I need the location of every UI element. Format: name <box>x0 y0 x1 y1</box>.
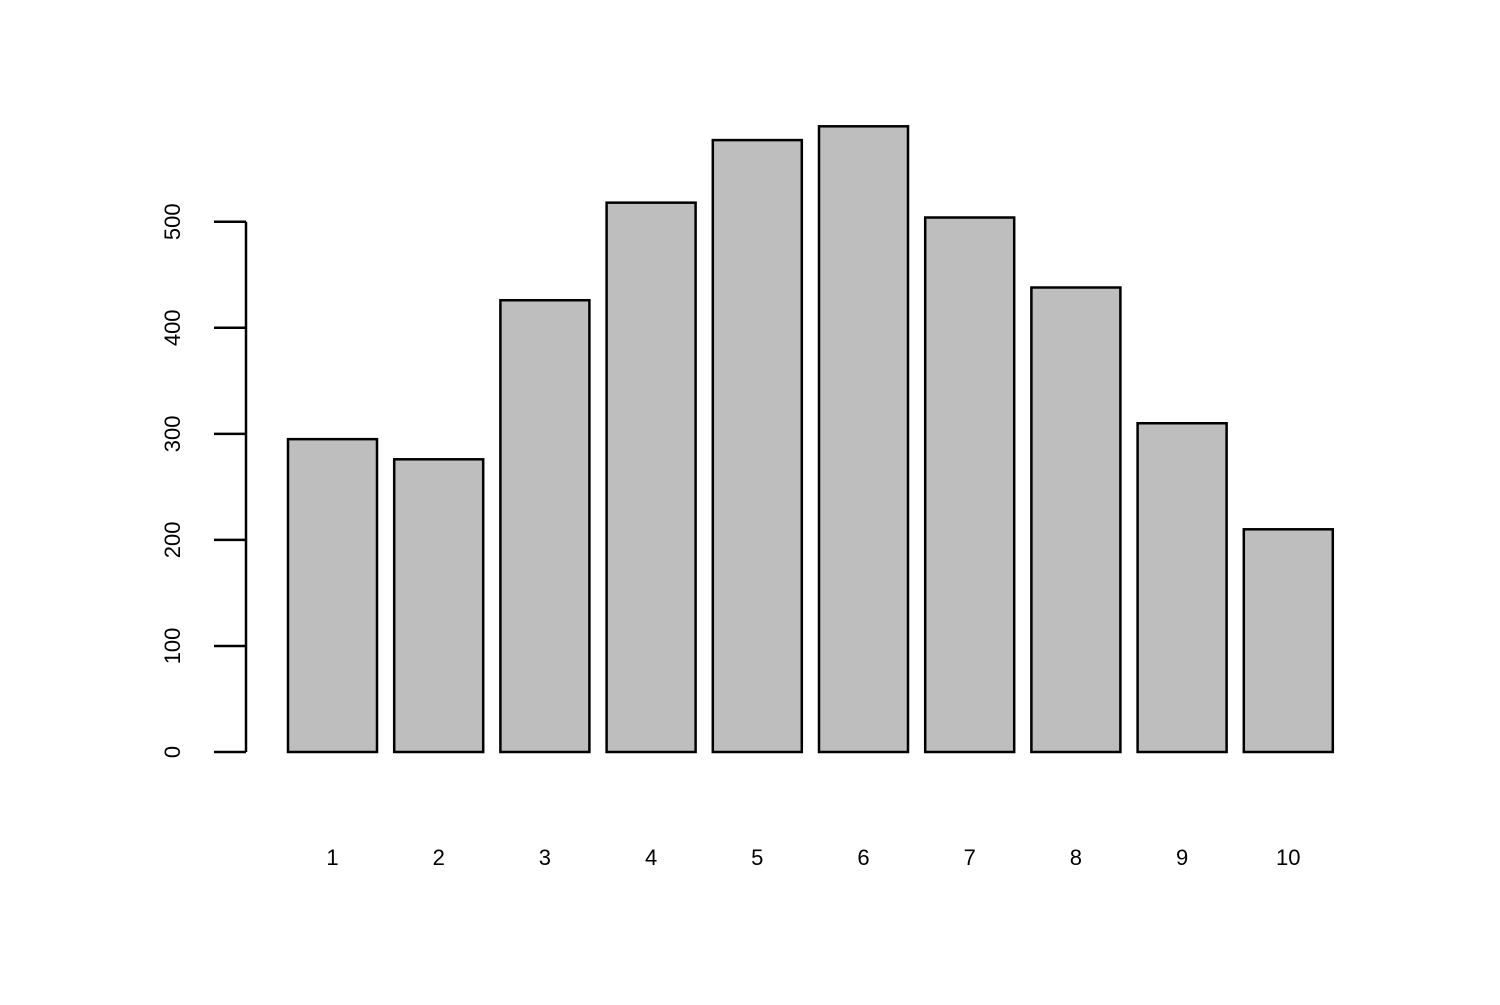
x-tick-label: 6 <box>857 845 869 870</box>
bar-6 <box>817 125 910 754</box>
bar-7 <box>923 216 1016 754</box>
x-tick-label: 7 <box>964 845 976 870</box>
x-tick-label: 2 <box>433 845 445 870</box>
x-tick-label: 5 <box>751 845 763 870</box>
x-tick-label: 9 <box>1176 845 1188 870</box>
x-tick-label: 3 <box>539 845 551 870</box>
x-tick-label: 10 <box>1276 845 1300 870</box>
y-axis: 0 100 200 300 400 500 <box>160 203 248 758</box>
bar-10 <box>1242 528 1335 754</box>
y-tick-label: 500 <box>160 203 185 240</box>
x-tick-label: 4 <box>645 845 657 870</box>
bar-4 <box>605 201 697 754</box>
y-tick-label: 100 <box>160 628 185 665</box>
x-tick-label: 8 <box>1070 845 1082 870</box>
bars <box>286 125 1335 754</box>
bar-1 <box>286 437 379 754</box>
bar-2 <box>392 458 485 754</box>
y-tick-label: 300 <box>160 415 185 452</box>
x-tick-label: 1 <box>326 845 338 870</box>
bar-9 <box>1136 421 1228 754</box>
x-axis-labels: 1 2 3 4 5 6 7 8 9 10 <box>326 845 1300 870</box>
bar-5 <box>711 138 804 754</box>
y-tick-label: 400 <box>160 309 185 346</box>
bar-3 <box>499 298 591 754</box>
y-tick-label: 0 <box>160 746 185 758</box>
bar-8 <box>1030 286 1122 754</box>
y-tick-label: 200 <box>160 522 185 559</box>
